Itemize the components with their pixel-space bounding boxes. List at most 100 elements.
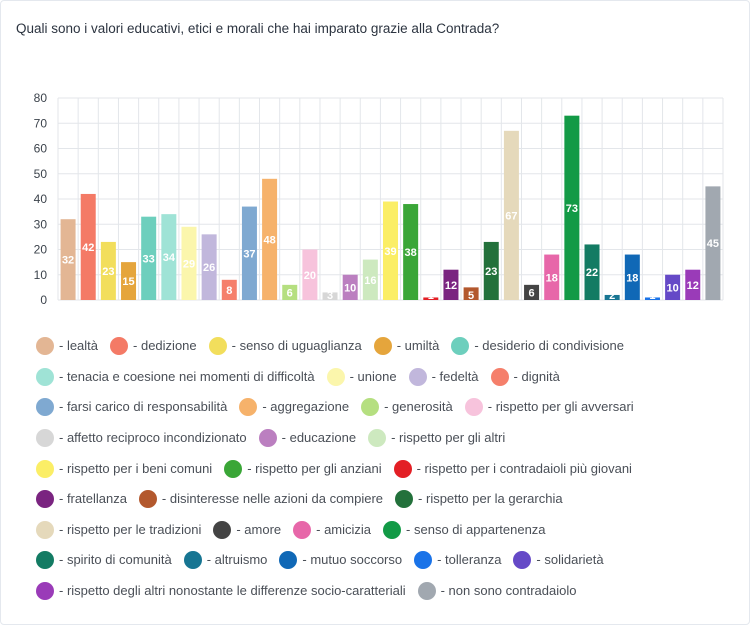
legend-item[interactable]: - generosità [361,398,453,417]
legend-label: - rispetto per le tradizioni [59,521,202,537]
legend-item[interactable]: - dedizione [110,337,197,356]
bar-value-label: 5 [468,290,474,302]
legend-item[interactable]: - dignità [490,367,560,386]
legend-swatch [36,551,54,570]
y-tick-label: 50 [34,167,48,181]
legend-label: - rispetto per gli altri [391,430,506,446]
legend-label: - rispetto per i contradaioli più giovan… [416,460,632,476]
legend-item[interactable]: - senso di uguaglianza [208,337,362,356]
legend-label: - educazione [281,430,357,446]
bar-value-label: 3 [327,290,333,302]
legend-label: - mutuo soccorso [302,552,403,568]
legend-row: - affetto reciproco incondizionato - educ… [36,423,736,454]
legend-item[interactable]: - mutuo soccorso [279,551,403,570]
legend-item[interactable]: - unione [326,367,397,386]
y-tick-label: 70 [34,116,48,130]
legend-label: - umiltà [396,338,440,354]
legend-item[interactable]: - rispetto per gli anziani [224,459,382,478]
legend-item[interactable]: - rispetto per la gerarchia [395,490,563,509]
bar-value-label: 2 [609,290,615,302]
bar [282,284,298,300]
legend-label: - farsi carico di responsabilità [59,399,228,415]
bar-value-label: 45 [707,238,719,250]
legend-item[interactable]: - spirito di comunità [36,551,172,570]
legend-item[interactable]: - disinteresse nelle azioni da compiere [138,490,383,509]
y-tick-label: 80 [34,91,48,105]
legend-item[interactable]: - rispetto per i contradaioli più giovan… [393,459,632,478]
legend-item[interactable]: - rispetto degli altri nonostante le dif… [36,582,406,601]
legend-item[interactable]: - affetto reciproco incondizionato [36,429,247,448]
legend-label: - altruismo [206,552,268,568]
legend-label: - fedeltà [431,368,479,384]
legend-item[interactable]: - tenacia e coesione nei momenti di diff… [36,367,315,386]
bar [463,287,479,300]
legend-swatch [464,398,483,417]
legend-label: - spirito di comunità [59,552,172,568]
legend-item[interactable]: - tolleranza [414,551,501,570]
bar-value-label: 10 [344,282,356,294]
legend-label: - senso di uguaglianza [231,338,362,354]
legend-swatch [414,551,433,570]
legend-label: - amore [236,521,282,537]
bar [503,130,519,300]
legend-swatch [36,337,54,356]
bar [403,204,419,300]
bar [483,241,499,300]
legend-item[interactable]: - altruismo [183,551,268,570]
bar [584,244,600,300]
bar [644,297,660,300]
y-tick-label: 40 [34,192,48,206]
bar-value-label: 33 [143,253,155,265]
legend-item[interactable]: - desiderio di condivisione [451,337,624,356]
legend-item[interactable]: - senso di appartenenza [383,520,546,539]
bar-value-label: 6 [528,287,534,299]
legend-item[interactable]: - fedeltà [408,367,479,386]
legend-item[interactable]: - rispetto per gli altri [368,429,506,448]
legend-item[interactable]: - rispetto per le tradizioni [36,520,202,539]
legend-item[interactable]: - rispetto per gli avversari [464,398,634,417]
legend-label: - amicizia [316,521,372,537]
bar [141,216,157,300]
legend-item[interactable]: - amicizia [293,520,372,539]
legend-label: - fratellanza [59,491,127,507]
legend-item[interactable]: - rispetto per i beni comuni [36,459,213,478]
bar-value-label: 1 [649,290,655,302]
legend-swatch [36,429,54,448]
bar [362,259,378,300]
legend-swatch [361,398,380,417]
bar-value-label: 12 [445,280,457,292]
bar-value-label: 26 [203,262,215,274]
legend-item[interactable]: - aggregazione [239,398,349,417]
legend-item[interactable]: - fratellanza [36,490,127,509]
legend-item[interactable]: - educazione [258,429,357,448]
legend-item[interactable]: - amore [213,520,282,539]
legend-swatch [36,398,54,417]
legend-label: - rispetto per i beni comuni [59,460,213,476]
bar [161,214,177,300]
legend-row: - spirito di comunità - altruismo - mutuo … [36,545,736,576]
legend-swatch [36,367,54,386]
question-title: Quali sono i valori educativi, etici e m… [16,21,500,36]
legend-item[interactable]: - umiltà [373,337,440,356]
legend-label: - lealtà [59,338,99,354]
bar-value-label: 12 [687,280,699,292]
y-tick-label: 20 [34,243,48,257]
legend-item[interactable]: - farsi carico di responsabilità [36,398,228,417]
legend-label: - senso di appartenenza [406,521,546,537]
legend-row: - farsi carico di responsabilità - aggreg… [36,392,736,423]
bar [181,226,197,300]
legend-item[interactable]: - solidarietà [513,551,604,570]
legend-swatch [408,367,427,386]
bar-value-label: 20 [304,270,316,282]
bar [665,274,681,300]
legend-item[interactable]: - lealtà [36,337,99,356]
bar-value-label: 18 [626,272,638,284]
legend-label: - rispetto degli altri nonostante le dif… [59,583,406,599]
legend-item[interactable]: - non sono contradaiolo [417,582,576,601]
bar [241,206,257,300]
legend-label: - unione [349,368,397,384]
bar-value-label: 15 [122,276,134,288]
bar-value-label: 67 [505,210,517,222]
